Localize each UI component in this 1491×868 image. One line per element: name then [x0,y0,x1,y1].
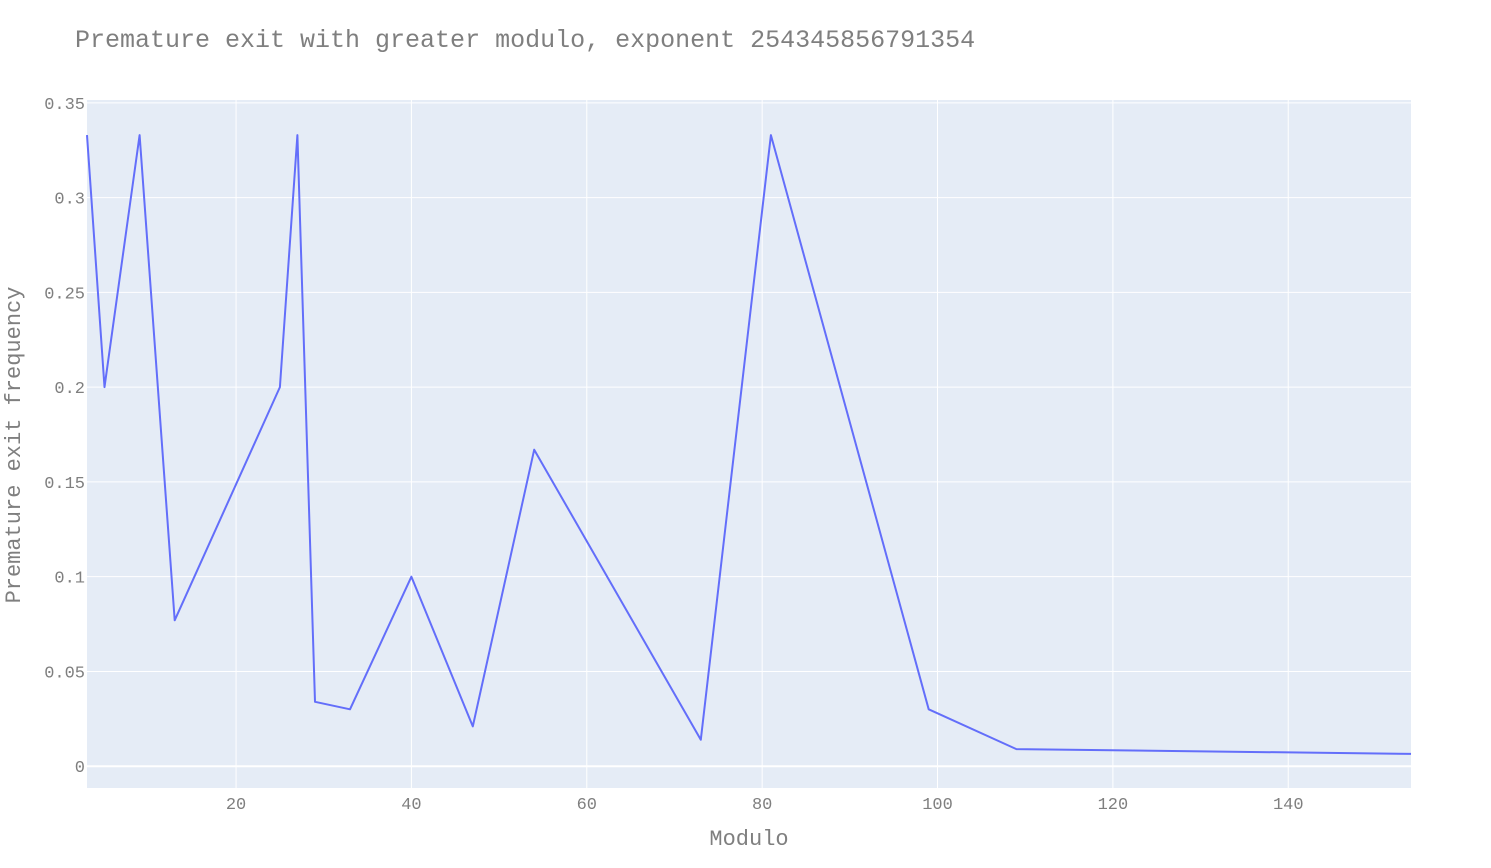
x-axis-label: Modulo [709,827,788,852]
series-line [86,134,1412,755]
y-tick-label: 0.2 [54,380,85,399]
gridlines [87,100,1411,788]
plot-area [87,100,1411,788]
series-layer [86,134,1412,755]
tick-labels: 20 40 60 80 100 120 140 0 0.05 0.1 0.15 0.2 0.25 0.3 0… [44,96,1303,815]
x-tick-label: 20 [226,796,246,815]
y-tick-label: 0.1 [54,570,85,589]
y-axis-label: Premature exit frequency [2,287,27,604]
x-tick-label: 140 [1273,796,1304,815]
chart-title: Premature exit with greater modulo, expo… [75,26,976,55]
y-tick-label: 0.35 [44,96,85,115]
y-tick-label: 0.05 [44,664,85,683]
x-tick-label: 60 [577,796,597,815]
y-tick-label: 0.15 [44,475,85,494]
x-tick-label: 80 [752,796,772,815]
y-tick-label: 0.3 [54,191,85,210]
x-tick-label: 120 [1098,796,1129,815]
x-tick-label: 100 [922,796,953,815]
y-tick-label: 0.25 [44,285,85,304]
x-tick-label: 40 [401,796,421,815]
y-tick-label: 0 [75,759,85,778]
